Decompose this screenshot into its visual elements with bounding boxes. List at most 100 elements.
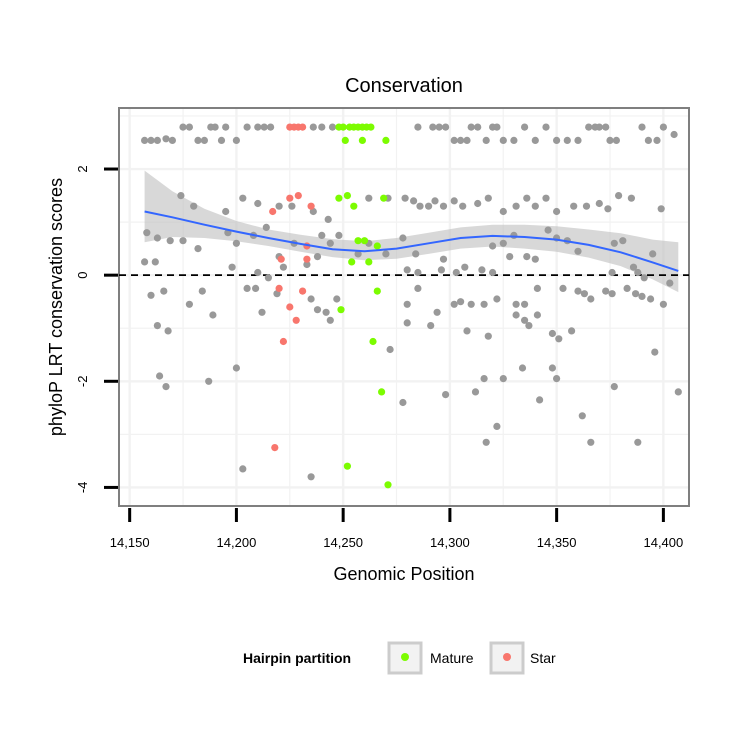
point-other bbox=[553, 207, 561, 216]
point-other bbox=[612, 136, 621, 144]
point-other bbox=[200, 136, 208, 144]
point-other bbox=[574, 287, 582, 295]
point-other bbox=[399, 234, 407, 242]
point-other bbox=[644, 136, 653, 144]
point-other bbox=[222, 123, 230, 131]
point-other bbox=[410, 197, 418, 205]
point-other bbox=[604, 205, 612, 213]
point-other bbox=[217, 136, 226, 144]
point-other bbox=[318, 231, 326, 239]
point-other bbox=[307, 473, 315, 481]
point-other bbox=[553, 375, 561, 383]
point-other bbox=[324, 215, 332, 223]
point-mature bbox=[378, 388, 386, 396]
point-star bbox=[271, 444, 279, 452]
point-other bbox=[670, 130, 678, 139]
point-other bbox=[653, 136, 661, 144]
x-axis-title: Genomic Position bbox=[333, 564, 474, 584]
point-other bbox=[168, 136, 176, 144]
point-other bbox=[602, 287, 610, 295]
point-other bbox=[222, 207, 230, 216]
y-axis-title: phyloP LRT conservation scores bbox=[46, 178, 66, 436]
point-other bbox=[401, 194, 409, 202]
point-other bbox=[499, 207, 507, 216]
legend-dot-star bbox=[503, 653, 511, 661]
point-other bbox=[544, 226, 552, 234]
point-other bbox=[252, 284, 260, 292]
point-other bbox=[416, 202, 424, 210]
point-other bbox=[326, 239, 334, 247]
point-other bbox=[578, 412, 586, 420]
point-other bbox=[365, 194, 373, 202]
point-other bbox=[258, 308, 266, 316]
point-other bbox=[619, 237, 627, 245]
point-other bbox=[610, 239, 618, 247]
chart-title: Conservation bbox=[345, 75, 463, 97]
point-other bbox=[194, 245, 202, 253]
point-mature bbox=[339, 123, 347, 131]
legend-label-mature: Mature bbox=[430, 650, 474, 666]
point-other bbox=[153, 136, 161, 144]
point-other bbox=[452, 268, 460, 277]
point-other bbox=[177, 192, 185, 200]
point-other bbox=[194, 136, 202, 144]
point-mature bbox=[337, 306, 345, 314]
point-other bbox=[442, 391, 450, 399]
point-other bbox=[649, 250, 657, 258]
point-other bbox=[143, 229, 151, 237]
point-star bbox=[303, 255, 311, 263]
point-other bbox=[427, 322, 435, 330]
point-other bbox=[435, 123, 443, 131]
point-other bbox=[309, 123, 317, 131]
point-other bbox=[412, 250, 420, 258]
point-other bbox=[580, 290, 589, 298]
point-other bbox=[185, 123, 193, 131]
point-other bbox=[141, 258, 149, 266]
point-other bbox=[439, 255, 448, 263]
point-other bbox=[542, 123, 550, 131]
plot-background bbox=[118, 107, 690, 507]
point-other bbox=[179, 123, 187, 131]
point-other bbox=[533, 284, 542, 292]
legend-label-star: Star bbox=[530, 650, 556, 666]
point-other bbox=[279, 263, 287, 271]
point-mature bbox=[341, 136, 349, 144]
point-other bbox=[450, 136, 458, 144]
point-other bbox=[457, 298, 465, 306]
smooth-line bbox=[144, 210, 679, 272]
point-other bbox=[254, 199, 262, 208]
point-other bbox=[239, 465, 247, 473]
point-other bbox=[533, 311, 542, 319]
point-other bbox=[414, 284, 422, 292]
point-other bbox=[531, 136, 539, 144]
point-other bbox=[322, 308, 330, 316]
point-other bbox=[425, 202, 433, 210]
point-other bbox=[403, 300, 411, 308]
point-other bbox=[232, 239, 240, 247]
point-other bbox=[313, 253, 322, 261]
point-other bbox=[555, 335, 563, 343]
point-other bbox=[141, 136, 149, 144]
point-other bbox=[627, 194, 636, 202]
smooth-trend bbox=[144, 210, 679, 272]
point-other bbox=[437, 266, 445, 274]
point-other bbox=[602, 123, 610, 131]
point-other bbox=[484, 194, 492, 202]
point-other bbox=[647, 295, 655, 303]
legend-title: Hairpin partition bbox=[243, 650, 351, 666]
point-other bbox=[333, 295, 341, 303]
point-star bbox=[299, 123, 307, 131]
point-other bbox=[228, 263, 236, 271]
point-other bbox=[471, 388, 480, 396]
y-tick-label: -2 bbox=[75, 376, 90, 388]
point-other bbox=[209, 311, 217, 319]
point-other bbox=[153, 322, 161, 330]
point-other bbox=[439, 202, 448, 210]
point-other bbox=[595, 123, 603, 131]
legend-item-star: Star bbox=[489, 641, 556, 675]
point-other bbox=[512, 202, 520, 210]
point-other bbox=[595, 199, 603, 208]
point-mature bbox=[354, 237, 362, 245]
point-star bbox=[307, 202, 315, 210]
point-mature bbox=[369, 337, 377, 346]
